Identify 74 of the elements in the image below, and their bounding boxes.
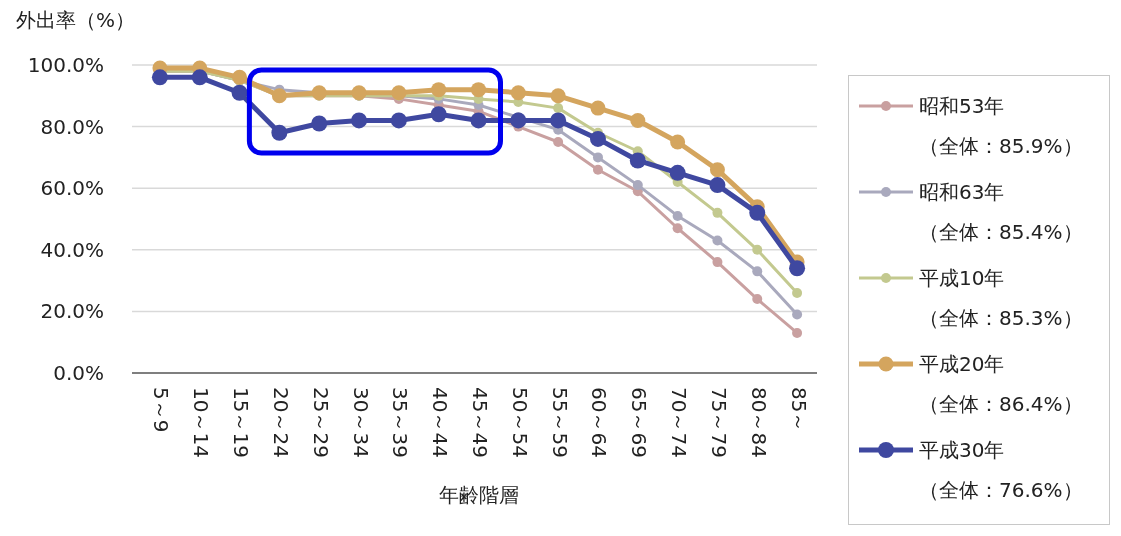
legend-label: 昭和63年（全体：85.4%） [919, 180, 1083, 244]
y-tick-label: 20.0% [40, 299, 104, 324]
point [430, 106, 447, 123]
x-tick-label: 20～24 [268, 387, 293, 458]
point [709, 177, 726, 194]
point [431, 82, 447, 98]
point [592, 164, 603, 175]
x-axis-title: 年齢階層 [438, 483, 519, 507]
point [151, 69, 168, 86]
point [592, 152, 603, 163]
point [670, 134, 686, 150]
point [553, 137, 564, 147]
point [749, 204, 766, 221]
point [550, 112, 567, 129]
point [390, 112, 407, 129]
y-tick-label: 40.0% [40, 237, 104, 262]
point [589, 130, 606, 147]
point [712, 235, 723, 246]
point [590, 100, 606, 116]
point [632, 180, 643, 191]
point [231, 84, 248, 101]
point [752, 266, 763, 277]
point [470, 112, 487, 129]
point [752, 294, 763, 305]
point [669, 164, 686, 181]
point [712, 207, 723, 218]
x-tick-label: 5～9 [149, 387, 174, 433]
point [510, 85, 526, 101]
point [351, 85, 367, 101]
x-tick-label: 55～59 [547, 387, 572, 458]
point [311, 115, 328, 132]
legend-label: 平成10年（全体：85.3%） [919, 266, 1083, 330]
x-tick-label: 50～54 [507, 387, 532, 458]
x-tick-label: 40～44 [428, 387, 453, 458]
point [792, 309, 803, 320]
legend-label: 平成30年（全体：76.6%） [919, 438, 1083, 502]
point [792, 327, 803, 338]
x-tick-label: 25～29 [308, 387, 333, 458]
x-tick-label: 45～49 [468, 387, 492, 458]
x-tick-label: 65～69 [627, 387, 652, 458]
x-tick-label: 15～19 [229, 387, 254, 458]
point [672, 223, 683, 234]
x-tick-label: 60～64 [587, 387, 612, 458]
legend-label: 昭和53年（全体：85.9%） [919, 94, 1083, 158]
y-axis-title: 外出率（%） [16, 8, 136, 32]
x-tick-label: 80～84 [746, 387, 771, 458]
x-tick-label: 10～14 [189, 387, 214, 458]
y-tick-label: 60.0% [40, 176, 104, 201]
point [271, 124, 288, 141]
point [351, 112, 368, 129]
point [792, 287, 803, 298]
point [191, 69, 208, 86]
y-tick-label: 80.0% [40, 114, 104, 139]
point [752, 244, 763, 255]
x-tick-label: 85～ [786, 387, 811, 433]
x-tick-label: 35～39 [388, 387, 413, 458]
point [712, 257, 723, 268]
point [629, 152, 646, 169]
y-tick-label: 0.0% [53, 361, 104, 385]
point [510, 112, 527, 129]
point [789, 260, 806, 277]
x-tick-label: 30～34 [348, 387, 373, 458]
x-tick-label: 70～74 [667, 387, 692, 458]
point [709, 162, 725, 178]
point [550, 88, 566, 104]
legend-label: 平成20年（全体：86.4%） [919, 352, 1083, 416]
y-tick-label: 100.0% [27, 53, 104, 77]
point [471, 82, 486, 98]
point [630, 112, 646, 128]
point [672, 210, 683, 221]
point [391, 85, 407, 101]
point [553, 103, 564, 114]
point [232, 69, 248, 85]
x-tick-label: 75～79 [706, 387, 731, 458]
